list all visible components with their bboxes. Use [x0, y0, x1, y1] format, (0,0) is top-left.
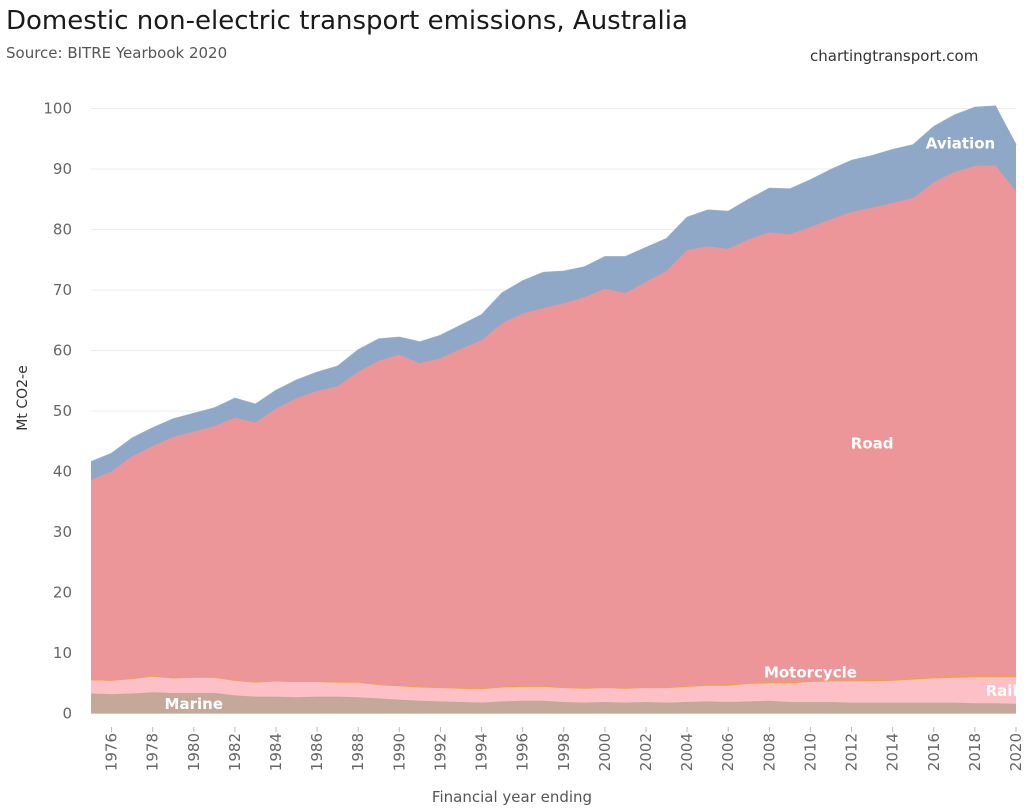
- x-tick-label: 2010: [801, 733, 819, 771]
- y-axis-title: Mt CO2-e: [15, 365, 31, 430]
- chart-subtitle: Source: BITRE Yearbook 2020: [6, 44, 228, 62]
- x-tick-label: 2002: [637, 733, 655, 771]
- y-tick-label: 40: [53, 463, 72, 481]
- x-tick-label: 2006: [719, 733, 737, 771]
- series-label-motorcycle: Motorcycle: [764, 663, 857, 681]
- y-tick-label: 50: [53, 402, 72, 420]
- x-tick-label: 1988: [349, 733, 367, 771]
- chart-title: Domestic non-electric transport emission…: [6, 6, 688, 36]
- x-axis-title: Financial year ending: [432, 788, 592, 806]
- x-tick-label: 1990: [390, 733, 408, 771]
- x-tick-label: 1996: [514, 733, 532, 771]
- y-tick-label: 20: [53, 584, 72, 602]
- area-edge-aviation: [90, 105, 1017, 463]
- area-marine[interactable]: [91, 692, 1016, 714]
- series-label-road: Road: [851, 435, 894, 453]
- x-tick-label: 2004: [678, 733, 696, 771]
- area-aviation[interactable]: [91, 106, 1016, 480]
- x-tick-label: 1978: [144, 733, 162, 771]
- x-tick-label: 1998: [555, 733, 573, 771]
- area-road[interactable]: [91, 165, 1016, 689]
- y-tick-label: 70: [53, 281, 72, 299]
- x-tick-label: 1992: [431, 733, 449, 771]
- series-label-aviation: Aviation: [926, 135, 995, 153]
- y-tick-labels: 0 10 20 30 40 50 60 70 80 90 100: [43, 100, 72, 723]
- x-tick-label: 2014: [884, 733, 902, 771]
- x-tick-label: 1994: [473, 733, 491, 771]
- site-credit: chartingtransport.com: [810, 47, 979, 65]
- series-labels: Marine Rail Motorcycle Road Aviation: [165, 135, 1018, 714]
- x-tick-label: 1980: [185, 733, 203, 771]
- x-tick-label: 1986: [308, 733, 326, 771]
- x-tick-label: 1982: [226, 733, 244, 771]
- y-tick-label: 80: [53, 221, 72, 239]
- x-tick-label: 2016: [925, 733, 943, 771]
- series-label-marine: Marine: [165, 695, 223, 713]
- y-tick-label: 100: [43, 100, 72, 118]
- x-tick-labels: 1976 1978 1980 1982 1984 1986 1988 1990 1992 1994…: [103, 727, 1024, 771]
- x-tick-label: 2018: [966, 733, 984, 771]
- x-tick-label: 1976: [103, 733, 121, 771]
- y-tick-label: 90: [53, 160, 72, 178]
- y-tick-label: 30: [53, 523, 72, 541]
- y-tick-label: 60: [53, 342, 72, 360]
- x-tick-label: 2020: [1007, 733, 1024, 771]
- y-tick-label: 0: [62, 705, 72, 723]
- y-tick-label: 10: [53, 644, 72, 662]
- series-areas: [90, 105, 1017, 714]
- x-tick-label: 1984: [267, 733, 285, 771]
- x-tick-label: 2008: [760, 733, 778, 771]
- x-tick-label: 2012: [843, 733, 861, 771]
- series-label-rail: Rail: [986, 682, 1018, 700]
- x-tick-label: 2000: [596, 733, 614, 771]
